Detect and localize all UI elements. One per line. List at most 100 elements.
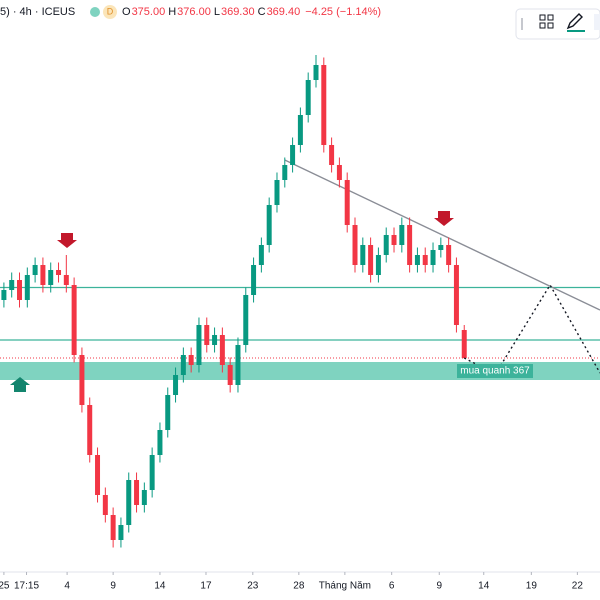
plot-area: mua quanh 367 — [0, 55, 600, 548]
candle-body — [368, 245, 374, 275]
candle-body — [336, 165, 342, 180]
candle-body — [383, 235, 389, 255]
candle-body — [235, 345, 241, 385]
ohlc-key: O — [122, 6, 131, 18]
candle-body — [313, 65, 319, 80]
candle-body — [329, 145, 335, 165]
candle-body — [63, 275, 69, 285]
ohlc-key: H — [168, 6, 176, 18]
candle-body — [375, 255, 381, 275]
candle-body — [79, 355, 85, 405]
candle-body — [134, 480, 140, 505]
candle-body — [56, 270, 62, 275]
x-tick-label: 19 — [526, 581, 538, 592]
ohlc-key: C — [258, 6, 266, 18]
candle-body — [266, 205, 272, 245]
candle-body — [453, 265, 459, 325]
candle-body — [95, 455, 101, 495]
ohlc-value: 376.00 — [177, 6, 211, 18]
zone-label-bg — [457, 364, 533, 378]
support-zone — [0, 362, 600, 380]
x-tick-label: 23 — [247, 581, 259, 592]
more-button[interactable] — [594, 14, 600, 30]
ohlc-values: O 375.00 H 376.00 L 369.30 C 369.40 −4.25 (−1.14… — [122, 6, 381, 18]
layout-button[interactable] — [539, 14, 554, 29]
candle-body — [461, 330, 467, 358]
candle-body — [180, 355, 186, 375]
icon-part — [539, 22, 546, 29]
candle-body — [352, 225, 358, 265]
candle-body — [32, 265, 38, 275]
ohlc-value: 375.00 — [132, 6, 166, 18]
x-axis: 25 17:15 4 9 14 17 23 28 Tháng Năm 6 9 14 19 22 — [0, 572, 583, 592]
status-dot — [90, 7, 100, 17]
candle-body — [290, 145, 296, 165]
candle-body — [17, 280, 23, 300]
pencil-icon — [566, 13, 583, 30]
candle-body — [430, 250, 436, 265]
trendline — [284, 159, 600, 311]
candle-body — [305, 80, 311, 115]
x-tick-label: 17 — [200, 581, 212, 592]
candle-body — [438, 245, 444, 250]
price-change: −4.25 (−1.14%) — [305, 6, 381, 18]
candle-body — [110, 515, 116, 540]
up-arrow — [10, 377, 30, 392]
draw-button[interactable] — [566, 13, 585, 32]
toolbar-bg — [515, 8, 600, 40]
candle-body — [258, 245, 264, 265]
ohlc-value: 369.30 — [221, 6, 255, 18]
candle-body — [274, 180, 280, 205]
toolbar — [515, 8, 600, 40]
candle-body — [173, 375, 179, 395]
candle-body — [40, 265, 46, 285]
candle-body — [251, 265, 257, 295]
candle-body — [243, 295, 249, 345]
candle-body — [87, 405, 93, 455]
x-tick-label: 4 — [64, 581, 70, 592]
x-tick-label: 9 — [436, 581, 442, 592]
x-tick-label: 9 — [110, 581, 116, 592]
candle-body — [391, 235, 397, 245]
candle-body — [321, 65, 327, 145]
candle-body — [344, 180, 350, 225]
candle-body — [446, 245, 452, 265]
candle-body — [297, 115, 303, 145]
x-tick-label: 6 — [389, 581, 395, 592]
projection-path — [463, 283, 600, 375]
candle-body — [414, 255, 420, 265]
candle-body — [219, 335, 225, 365]
candle-body — [157, 430, 163, 455]
candle-body — [282, 165, 288, 180]
x-tick-label: 14 — [154, 581, 166, 592]
legend-header: 5) · 4h · ICEUS D O 375.00 H 376.00 L 369.30 C… — [0, 5, 381, 19]
candle-body — [196, 325, 202, 365]
candle-body — [48, 270, 54, 285]
ohlc-key: L — [214, 6, 220, 18]
candle-body — [9, 280, 15, 290]
candle-body — [126, 480, 132, 525]
candle-body — [24, 275, 30, 300]
x-tick-label: 28 — [293, 581, 305, 592]
zone-label: mua quanh 367 — [460, 366, 530, 377]
symbol: 5) · 4h · ICEUS — [0, 6, 75, 18]
x-tick-label: 25 — [0, 581, 10, 592]
candle-body — [407, 225, 413, 265]
x-tick-label: 14 — [478, 581, 490, 592]
x-tick-label: 17:15 — [14, 581, 39, 592]
candle-body — [188, 355, 194, 365]
x-tick-label: 22 — [572, 581, 584, 592]
icon-part — [539, 14, 546, 21]
candle-body — [102, 495, 108, 515]
candle-body — [71, 285, 77, 355]
icon-part — [547, 22, 554, 29]
x-axis-area — [0, 572, 600, 600]
candle-body — [399, 225, 405, 245]
icon-part — [547, 14, 554, 21]
candle-body — [149, 455, 155, 490]
candle-body — [141, 490, 147, 505]
candle-body — [204, 325, 210, 345]
